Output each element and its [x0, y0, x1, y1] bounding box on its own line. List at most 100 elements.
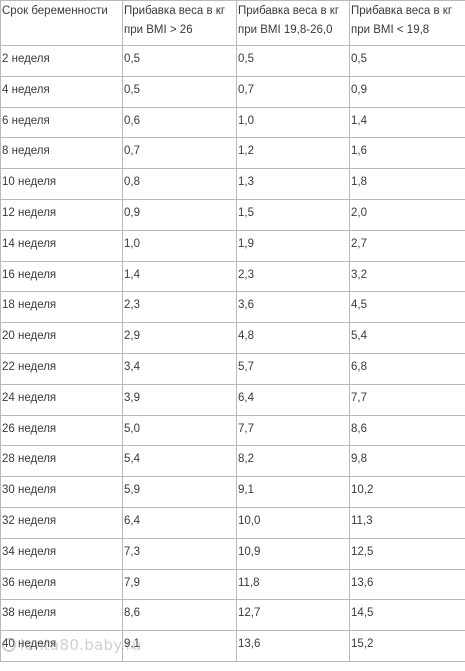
weight-gain-cell: 0,9: [122, 198, 237, 231]
weight-gain-cell: 4,5: [349, 291, 465, 324]
week-cell: 4 неделя: [0, 75, 123, 108]
weight-gain-cell: 6,4: [236, 383, 350, 416]
weight-gain-cell: 1,4: [349, 106, 465, 139]
table-row: 40 неделя 9,1 13,6 15,2: [0, 630, 465, 662]
weight-gain-cell: 0,9: [349, 75, 465, 108]
weight-gain-cell: 1,3: [236, 168, 350, 200]
column-header-2: Прибавка веса в кг при BMI 19,8-26,0: [236, 0, 350, 46]
table-row: 34 неделя 7,3 10,9 12,5: [0, 537, 465, 570]
weight-gain-cell: 8,6: [122, 599, 237, 632]
column-header-line: при BMI 19,8-26,0: [238, 24, 333, 36]
weight-gain-cell: 6,8: [349, 352, 465, 385]
table-row: 18 неделя 2,3 3,6 4,5: [0, 291, 465, 324]
week-cell: 38 неделя: [0, 599, 123, 632]
weight-gain-cell: 3,6: [236, 291, 350, 324]
weight-gain-cell: 0,7: [122, 137, 237, 170]
weight-gain-cell: 10,0: [236, 506, 350, 539]
weight-gain-cell: 14,5: [349, 599, 465, 632]
table-row: 26 неделя 5,0 7,7 8,6: [0, 414, 465, 447]
column-header-3: Прибавка веса в кг при BMI < 19,8: [349, 0, 465, 46]
table-row: 38 неделя 8,6 12,7 14,5: [0, 599, 465, 632]
week-cell: 36 неделя: [0, 568, 123, 601]
table-row: 28 неделя 5,4 8,2 9,8: [0, 445, 465, 478]
weight-gain-cell: 2,3: [236, 260, 350, 293]
weight-gain-cell: 1,8: [349, 168, 465, 200]
weight-gain-cell: 3,9: [122, 383, 237, 416]
header-row: Срок беременности Прибавка веса в кг при B…: [0, 0, 465, 46]
column-header-line: Прибавка веса в кг: [124, 5, 226, 17]
table-row: 12 неделя 0,9 1,5 2,0: [0, 198, 465, 231]
column-header-line: Срок беременности: [2, 5, 108, 17]
week-cell: 28 неделя: [0, 445, 123, 478]
weight-gain-cell: 2,7: [349, 229, 465, 262]
week-cell: 6 неделя: [0, 106, 123, 139]
week-cell: 22 неделя: [0, 352, 123, 385]
weight-gain-cell: 5,7: [236, 352, 350, 385]
table-row: 22 неделя 3,4 5,7 6,8: [0, 352, 465, 385]
week-cell: 14 неделя: [0, 229, 123, 262]
weight-gain-cell: 0,5: [122, 45, 237, 77]
weight-gain-cell: 13,6: [236, 630, 350, 662]
weight-gain-cell: 11,8: [236, 568, 350, 601]
week-cell: 10 неделя: [0, 168, 123, 200]
table-row: 14 неделя 1,0 1,9 2,7: [0, 229, 465, 262]
table-row: 10 неделя 0,8 1,3 1,8: [0, 168, 465, 200]
week-cell: 18 неделя: [0, 291, 123, 324]
table-row: 16 неделя 1,4 2,3 3,2: [0, 260, 465, 293]
weight-gain-cell: 6,4: [122, 506, 237, 539]
week-cell: 40 неделя: [0, 630, 123, 662]
week-cell: 20 неделя: [0, 322, 123, 354]
weight-gain-cell: 2,9: [122, 322, 237, 354]
weight-gain-cell: 12,5: [349, 537, 465, 570]
weight-gain-cell: 13,6: [349, 568, 465, 601]
column-header-line: при BMI > 26: [124, 24, 193, 36]
weight-gain-cell: 5,9: [122, 476, 237, 508]
column-header-1: Прибавка веса в кг при BMI > 26: [122, 0, 237, 46]
weight-gain-cell: 1,5: [236, 198, 350, 231]
week-cell: 26 неделя: [0, 414, 123, 447]
week-cell: 12 неделя: [0, 198, 123, 231]
table-row: 32 неделя 6,4 10,0 11,3: [0, 506, 465, 539]
weight-gain-cell: 2,0: [349, 198, 465, 231]
weight-gain-cell: 8,6: [349, 414, 465, 447]
table-row: 4 неделя 0,5 0,7 0,9: [0, 75, 465, 108]
week-cell: 32 неделя: [0, 506, 123, 539]
weight-gain-cell: 9,8: [349, 445, 465, 478]
week-cell: 2 неделя: [0, 45, 123, 77]
week-cell: 8 неделя: [0, 137, 123, 170]
weight-gain-cell: 3,4: [122, 352, 237, 385]
weight-gain-cell: 1,4: [122, 260, 237, 293]
weight-gain-cell: 10,2: [349, 476, 465, 508]
weight-gain-cell: 15,2: [349, 630, 465, 662]
weight-gain-cell: 5,4: [122, 445, 237, 478]
weight-gain-cell: 9,1: [236, 476, 350, 508]
week-cell: 24 неделя: [0, 383, 123, 416]
weight-gain-cell: 5,0: [122, 414, 237, 447]
column-header-line: при BMI < 19,8: [351, 24, 430, 36]
weight-gain-cell: 7,9: [122, 568, 237, 601]
weight-gain-cell: 1,9: [236, 229, 350, 262]
table-row: 30 неделя 5,9 9,1 10,2: [0, 476, 465, 508]
table-row: 2 неделя 0,5 0,5 0,5: [0, 45, 465, 77]
weight-gain-cell: 8,2: [236, 445, 350, 478]
weight-gain-cell: 4,8: [236, 322, 350, 354]
week-cell: 30 неделя: [0, 476, 123, 508]
table-row: 36 неделя 7,9 11,8 13,6: [0, 568, 465, 601]
weight-gain-cell: 1,2: [236, 137, 350, 170]
weight-gain-cell: 2,3: [122, 291, 237, 324]
weight-gain-cell: 0,7: [236, 75, 350, 108]
column-header-line: Прибавка веса в кг: [351, 5, 453, 17]
weight-gain-cell: 7,3: [122, 537, 237, 570]
weight-gain-cell: 1,0: [122, 229, 237, 262]
weight-gain-cell: 1,6: [349, 137, 465, 170]
table-row: 20 неделя 2,9 4,8 5,4: [0, 322, 465, 354]
weight-gain-cell: 5,4: [349, 322, 465, 354]
weight-gain-cell: 0,5: [349, 45, 465, 77]
weight-gain-cell: 0,6: [122, 106, 237, 139]
weight-gain-cell: 0,8: [122, 168, 237, 200]
week-cell: 34 неделя: [0, 537, 123, 570]
column-header-0: Срок беременности: [0, 0, 123, 46]
table-body: 2 неделя 0,5 0,5 0,5 4 неделя 0,5 0,7 0,9 6 неде…: [0, 45, 465, 662]
weight-gain-cell: 10,9: [236, 537, 350, 570]
